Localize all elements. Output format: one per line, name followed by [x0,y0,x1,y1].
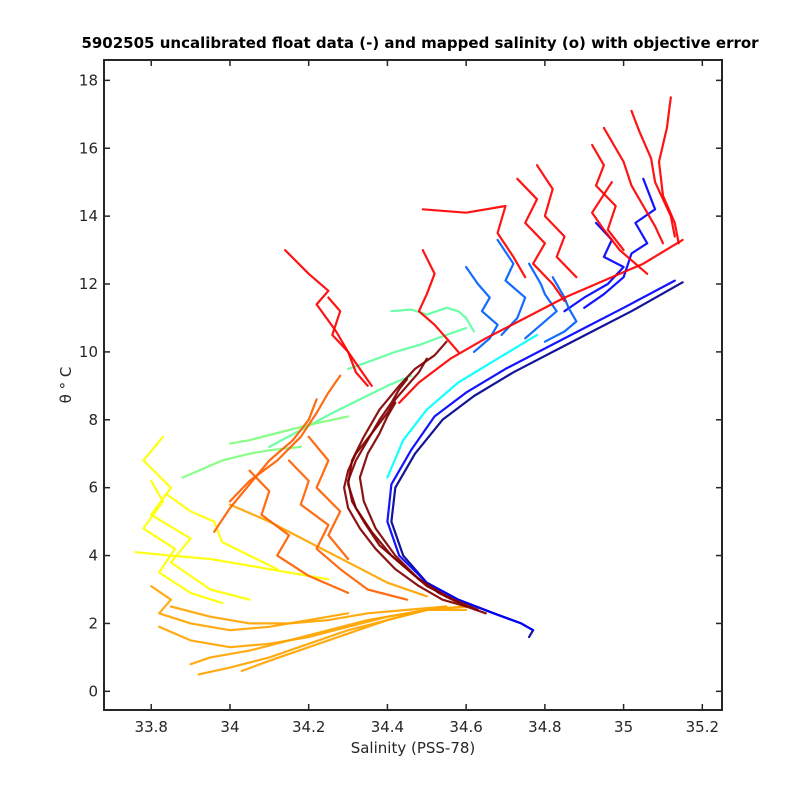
profile-lines [134,96,684,676]
profile-line-31 [327,296,373,387]
y-tick-label: 16 [79,139,98,157]
profile-line-32 [417,249,460,353]
profile-line-7 [543,276,578,343]
profile-line-5 [496,238,527,336]
profile-line-10 [268,374,413,448]
profile-line-6 [524,262,558,340]
profile-line-23 [169,605,448,625]
profile-line-12 [228,415,350,445]
profile-line-8 [386,333,539,479]
profile-line-4 [465,265,499,353]
y-tick-label: 2 [88,614,98,632]
y-tick-label: 12 [79,275,98,293]
chart-title: 5902505 uncalibrated float data (-) and … [81,34,759,52]
y-tick-label: 18 [79,71,98,89]
profile-line-37 [602,126,665,245]
profile-line-9 [390,306,476,333]
profile-line-38 [630,109,676,238]
x-tick-label: 34 [220,718,239,736]
profile-line-41 [398,238,684,404]
y-tick-label: 4 [88,547,98,565]
x-tick-label: 34.4 [371,718,404,736]
profile-line-25 [228,374,342,503]
profile-line-16 [134,551,330,581]
profile-line-30 [284,249,369,387]
profile-line-36 [590,143,625,252]
profile-line-14 [142,435,251,601]
x-tick-label: 34.6 [449,718,482,736]
x-axis-label: Salinity (PSS-78) [351,739,476,757]
y-tick-label: 10 [79,343,98,361]
x-tick-label: 34.2 [292,718,325,736]
profile-line-34 [516,177,566,303]
profile-line-15 [142,479,224,605]
y-tick-label: 0 [88,682,98,700]
x-tick-label: 34.8 [528,718,561,736]
profile-line-24 [228,503,428,598]
y-axis-ticks: 0 2 4 6 8 10 12 14 16 18 [79,71,722,700]
profile-line-22 [240,605,468,673]
profile-line-29 [248,469,350,595]
y-axis-label: θ ° C [57,367,75,404]
profile-line-27 [307,435,350,561]
y-tick-label: 6 [88,479,98,497]
profile-line-11 [347,327,468,370]
profile-line-26 [213,398,318,533]
profile-line-35 [535,164,578,279]
profile-line-1 [386,279,676,632]
x-tick-label: 35.2 [686,718,719,736]
profile-line-13 [181,445,302,479]
profile-line-42 [343,357,487,615]
profile-line-45 [358,401,448,598]
profile-line-2 [583,177,657,309]
x-tick-label: 33.8 [135,718,168,736]
y-tick-label: 14 [79,207,98,225]
profile-line-33 [421,204,527,279]
profile-line-28 [287,459,409,601]
plot-area [104,60,722,710]
axes-box [103,59,723,711]
profile-line-19 [189,605,448,666]
x-tick-label: 35 [614,718,633,736]
profile-line-39 [657,96,680,245]
y-tick-label: 8 [88,411,98,429]
profile-line-17 [165,493,279,571]
x-axis-ticks: 33.8 34 34.2 34.4 34.6 34.8 35 35.2 [135,60,719,736]
